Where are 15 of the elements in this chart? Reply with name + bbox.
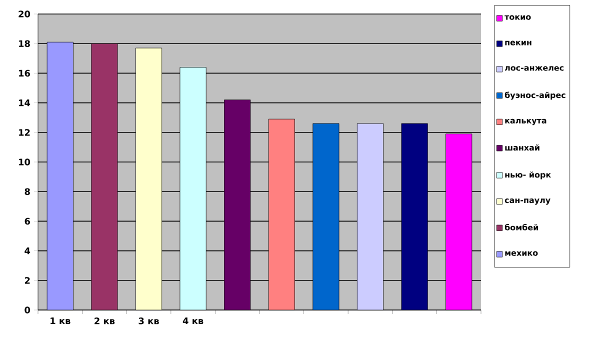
y-tick-label: 18 <box>19 40 30 47</box>
x-tick-label: 3 кв <box>138 318 159 324</box>
y-tick-label: 16 <box>19 70 30 77</box>
y-tick-label: 10 <box>19 158 30 166</box>
x-tick-label: 4 кв <box>182 318 204 324</box>
y-tick-label: 0 <box>24 306 30 314</box>
y-tick-label: 4 <box>24 248 30 254</box>
x-tick-label: 2 кв <box>94 318 115 324</box>
y-tick-label: 12 <box>19 129 30 136</box>
y-tick-label: 20 <box>18 10 30 18</box>
y-tick-label: 14 <box>19 100 30 106</box>
y-tick-label: 6 <box>24 218 30 225</box>
y-tick-label: 2 <box>24 277 30 284</box>
x-tick-label: 1 кв <box>50 318 70 324</box>
y-tick-label: 8 <box>24 188 30 195</box>
